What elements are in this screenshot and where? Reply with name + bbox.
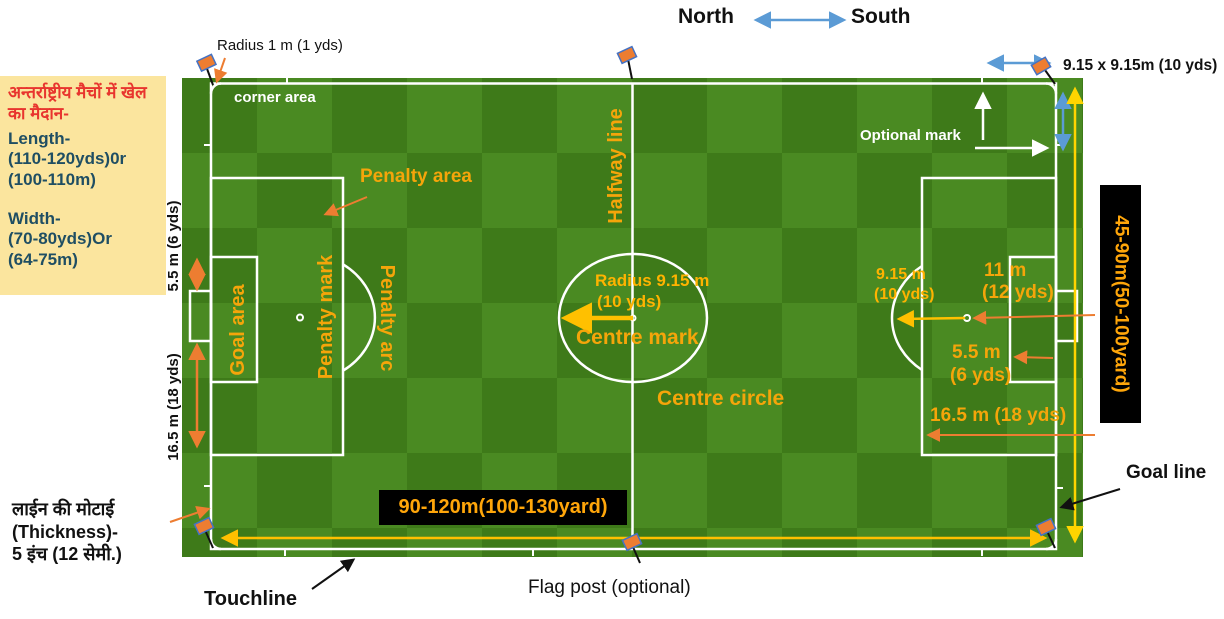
goal-area-depth-right-label-2: (6 yds) [950,365,1012,386]
arc-distance-label-1: 9.15 m [876,266,926,283]
centre-circle-mark [557,252,709,384]
corner-flag-icon [195,53,218,86]
arc-distance-arrow [896,310,966,328]
width-yards: (70-80yds)Or [8,229,112,249]
optional-distance-ticks [204,76,1063,556]
corner-flag-icon [1035,517,1057,549]
corner-arc-top-right [1045,82,1058,94]
goal-area-label: Goal area [227,284,250,376]
goal-left [188,289,213,343]
penalty-spot-label-1: 11 m [984,260,1027,281]
length-label: Length- [8,128,71,148]
halfway-flag-bottom-icon [621,532,643,564]
penalty-mark-left-spot [296,313,304,322]
field-width-box: 45-90m(50-100yard) [1100,185,1141,423]
penalty-area-arrow [323,196,368,217]
line-thickness-note: लाईन की मोटाई (Thickness)- 5 इंच (12 सेम… [12,498,122,566]
north-label: North [678,5,734,28]
dimensions-info-box: अन्तर्राष्ट्रीय मैचों में खेल का मैदान- … [0,76,166,295]
flag-post-label: Flag post (optional) [528,577,691,598]
touchline-label: Touchline [204,588,297,610]
penalty-depth-left-label: 16.5 m (18 yds) [164,353,182,461]
penalty-arc-right [890,264,923,372]
corner-square-label: 9.15 x 9.15m (10 yds) [1063,57,1218,74]
goal-area-depth-left-label: 5.5 m (6 yds) [164,200,182,292]
goal-line-arrow [1059,488,1121,511]
centre-mark-label: Centre mark [576,326,699,349]
penalty-arc-left [342,263,377,372]
penalty-depth-right-label: 16.5 m (18 yds) [930,405,1067,426]
halfway-line-label: Halfway line [605,108,628,224]
penalty-spot-arrow [972,310,1096,325]
penalty-arc-label: Penalty arc [375,264,398,372]
touchline-arrow [311,558,356,590]
field-length-box: 90-120m(100-130yard) [379,490,627,525]
optional-mark-label: Optional mark [860,127,961,144]
goal-area-depth-right-arrow [1013,350,1054,365]
centre-radius-label-1: Radius 9.15 m [595,271,710,290]
field-length-value: 90-120m(100-130yard) [398,496,608,518]
corner-arc-bottom-left [209,538,222,551]
thickness-line-1: लाईन की मोटाई [12,499,115,519]
corner-area-label: corner area [234,89,316,106]
corner-flag-icon [193,516,215,549]
thickness-arrow [169,506,211,523]
corner-radius-arrow [214,57,228,84]
corner-flag-icon [1030,56,1056,85]
width-label: Width- [8,208,61,228]
centre-circle-label: Centre circle [657,387,785,410]
length-meters: (100-110m) [8,169,96,189]
goal-area-depth-right-label-1: 5.5 m [952,342,1001,363]
south-label: South [851,5,911,28]
width-meters: (64-75m) [8,250,78,270]
corner-radius-label: Radius 1 m (1 yds) [217,37,343,54]
centre-radius-label-2: (10 yds) [597,292,662,311]
penalty-spot-label-2: (12 yds) [982,282,1054,303]
field-width-value: 45-90m(50-100yard) [1110,215,1132,393]
length-yards: (110-120yds)0r [8,149,127,169]
halfway-flag-top-icon [616,45,638,80]
goal-line-label: Goal line [1126,462,1207,483]
arc-distance-label-2: (10 yds) [874,286,935,303]
penalty-mark-label: Penalty mark [315,254,338,380]
flags [193,45,1057,564]
thickness-line-3: 5 इंच (12 सेमी.) [12,544,122,564]
thickness-line-2: (Thickness)- [12,521,119,542]
info-title-hindi: अन्तर्राष्ट्रीय मैचों में खेल का मैदान- [8,83,147,124]
penalty-area-label: Penalty area [360,166,472,187]
